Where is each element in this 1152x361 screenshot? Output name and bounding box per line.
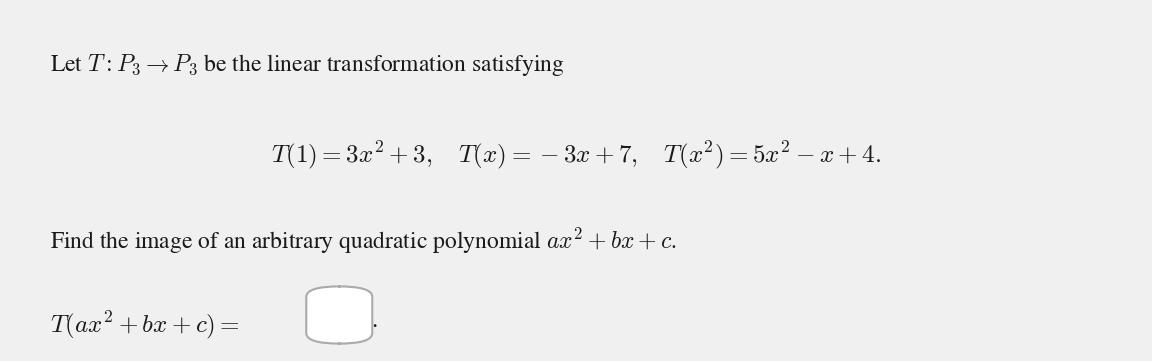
Text: .: . [371, 309, 378, 333]
Text: Find the image of an arbitrary quadratic polynomial $ax^2 + bx + c$.: Find the image of an arbitrary quadratic… [51, 226, 677, 256]
FancyBboxPatch shape [306, 286, 372, 344]
Text: $T(1) = 3x^2 + 3, \quad T(x) = -3x + 7, \quad T(x^2) = 5x^2 - x + 4.$: $T(1) = 3x^2 + 3, \quad T(x) = -3x + 7, … [271, 139, 881, 171]
Text: Let $T : P_3 \rightarrow P_3$ be the linear transformation satisfying: Let $T : P_3 \rightarrow P_3$ be the lin… [51, 52, 564, 78]
Text: $T(ax^2 + bx + c) =$: $T(ax^2 + bx + c) =$ [51, 309, 241, 341]
